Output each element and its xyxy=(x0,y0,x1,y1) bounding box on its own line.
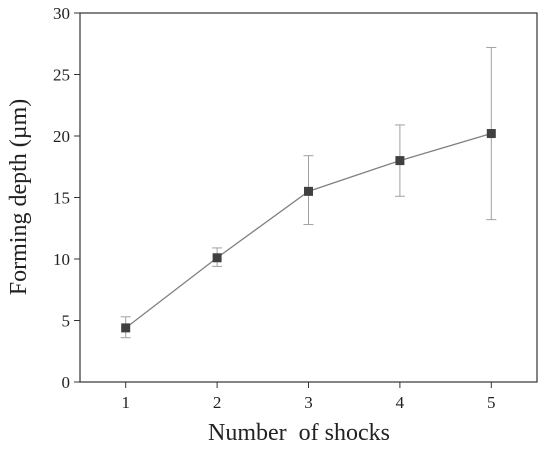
data-point xyxy=(121,323,131,333)
data-point xyxy=(304,186,313,196)
y-tick-label: 5 xyxy=(62,312,71,331)
y-tick-label: 0 xyxy=(62,373,71,392)
data-point xyxy=(212,253,222,263)
series-layer xyxy=(120,46,497,339)
ticks-layer: 0 5 10 15 20 25 30 1 2 3 4 5 xyxy=(53,4,496,412)
data-point xyxy=(395,156,405,166)
y-tick-label: 30 xyxy=(53,4,70,23)
x-tick-label: 5 xyxy=(487,393,496,412)
x-tick-label: 3 xyxy=(304,393,313,412)
x-tick-label: 2 xyxy=(213,393,222,412)
x-axis-title: Number of shocks xyxy=(208,420,390,446)
y-tick-label: 10 xyxy=(53,250,70,269)
data-point xyxy=(486,129,496,139)
y-tick-label: 15 xyxy=(53,189,70,208)
y-tick-label: 25 xyxy=(53,66,70,85)
x-tick-label: 1 xyxy=(121,393,130,412)
y-axis-title: Forming depth (µm) xyxy=(6,99,32,295)
x-tick-label: 4 xyxy=(396,393,405,412)
y-tick-label: 20 xyxy=(53,127,70,146)
